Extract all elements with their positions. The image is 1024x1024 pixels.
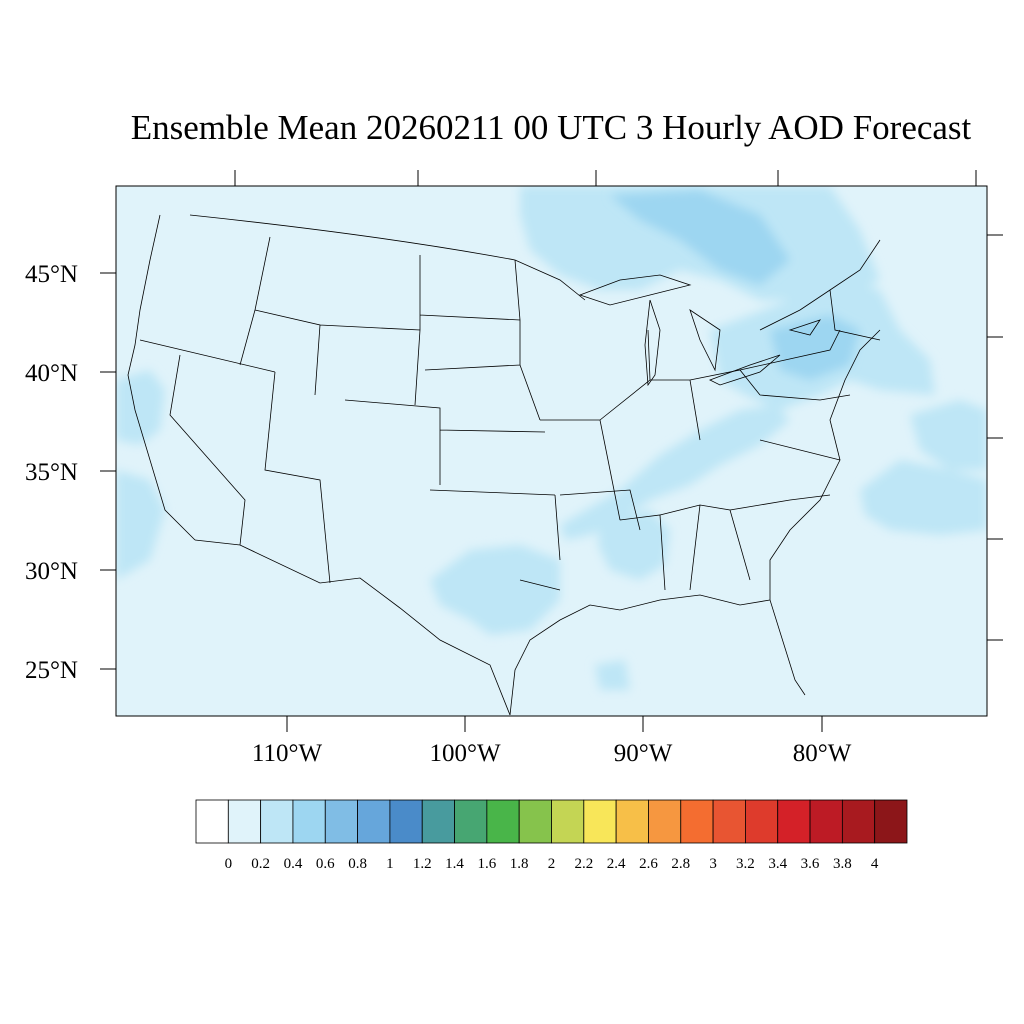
longitude-labels: 110°W 100°W 90°W 80°W: [252, 740, 852, 767]
colorbar-swatch: [421, 799, 455, 844]
colorbar-label: 3: [709, 856, 717, 872]
colorbar-labels: 0 0.2 0.4 0.6 0.8 1 1.2 1.4 1.6 1.8 2 2.2 2.4 2.6 2.8 3…: [225, 856, 879, 872]
mexico-border: [194, 539, 511, 716]
lake-michigan: [644, 299, 661, 387]
colorbar-swatch: [518, 799, 552, 844]
colorbar-swatch: [809, 799, 843, 844]
lake-superior: [578, 274, 692, 306]
colorbar-swatch: [745, 799, 779, 844]
lat-label: 35°N: [25, 459, 78, 486]
colorbar-label: 3.6: [801, 856, 820, 872]
colorbar-label: 2.6: [639, 856, 658, 872]
colorbar-label: 0.6: [316, 856, 335, 872]
lat-label: 30°N: [25, 558, 78, 585]
aod-region-mississippi: [598, 510, 670, 580]
colorbar-label: 1: [386, 856, 394, 872]
aod-core-newyork: [770, 315, 860, 380]
latitude-labels: 45°N 40°N 35°N 30°N 25°N: [25, 261, 78, 684]
colorbar-label: 4: [871, 856, 879, 872]
colorbar: [195, 799, 908, 844]
colorbar-label: 1.8: [510, 856, 529, 872]
west-coast: [127, 214, 196, 541]
state-borders: [127, 214, 881, 716]
chart-title: Ensemble Mean 20260211 00 UTC 3 Hourly A…: [130, 108, 972, 147]
colorbar-swatch: [551, 799, 585, 844]
colorbar-swatch: [615, 799, 649, 844]
colorbar-swatch: [389, 799, 423, 844]
colorbar-label: 2.2: [574, 856, 593, 872]
aod-core-regions: [610, 190, 860, 380]
colorbar-label: 3.2: [736, 856, 755, 872]
colorbar-label: 3.8: [833, 856, 852, 872]
lon-label: 110°W: [252, 740, 323, 767]
colorbar-label: 2: [548, 856, 556, 872]
lake-erie: [709, 354, 781, 386]
colorbar-swatch: [648, 799, 682, 844]
colorbar-swatch: [260, 799, 294, 844]
colorbar-swatch: [874, 799, 908, 844]
map-frame: [115, 185, 988, 717]
lat-label: 40°N: [25, 360, 78, 387]
aod-region-atlantic-north: [910, 400, 987, 470]
lat-label: 25°N: [25, 657, 78, 684]
colorbar-swatch: [454, 799, 488, 844]
colorbar-swatch: [486, 799, 520, 844]
canada-border: [189, 214, 586, 301]
colorbar-swatch: [777, 799, 811, 844]
aod-region-california: [116, 370, 165, 445]
colorbar-swatch: [227, 799, 262, 844]
ticks: [100, 170, 1003, 732]
colorbar-label: 0: [225, 856, 233, 872]
colorbar-swatch: [324, 799, 358, 844]
colorbar-label: 3.4: [768, 856, 787, 872]
lake-ontario: [788, 319, 821, 336]
colorbar-label: 1.2: [413, 856, 432, 872]
colorbar-swatch: [841, 799, 876, 844]
colorbar-swatch: [195, 799, 229, 844]
lake-huron: [689, 309, 721, 372]
aod-core-ontario: [610, 190, 790, 285]
state-lines: [139, 236, 881, 591]
colorbar-label: 0.2: [251, 856, 270, 872]
colorbar-label: 0.4: [284, 856, 303, 872]
colorbar-label: 2.8: [671, 856, 690, 872]
aod-region-socal: [116, 470, 165, 580]
colorbar-swatch: [292, 799, 326, 844]
east-coast: [769, 329, 881, 696]
aod-region-gulf: [595, 660, 630, 690]
lat-label: 45°N: [25, 261, 78, 288]
colorbar-swatch: [680, 799, 714, 844]
lon-label: 80°W: [793, 740, 852, 767]
aod-region-atlantic-south: [860, 460, 987, 535]
colorbar-swatch: [712, 799, 746, 844]
colorbar-label: 1.6: [477, 856, 496, 872]
colorbar-label: 1.4: [445, 856, 464, 872]
colorbar-swatch: [583, 799, 617, 844]
gulf-coast: [509, 594, 771, 716]
lon-label: 100°W: [429, 740, 500, 767]
aod-region-texas-gulf: [430, 545, 560, 635]
lon-label: 90°W: [614, 740, 673, 767]
colorbar-label: 0.8: [348, 856, 367, 872]
colorbar-swatch: [357, 799, 391, 844]
colorbar-label: 2.4: [607, 856, 626, 872]
